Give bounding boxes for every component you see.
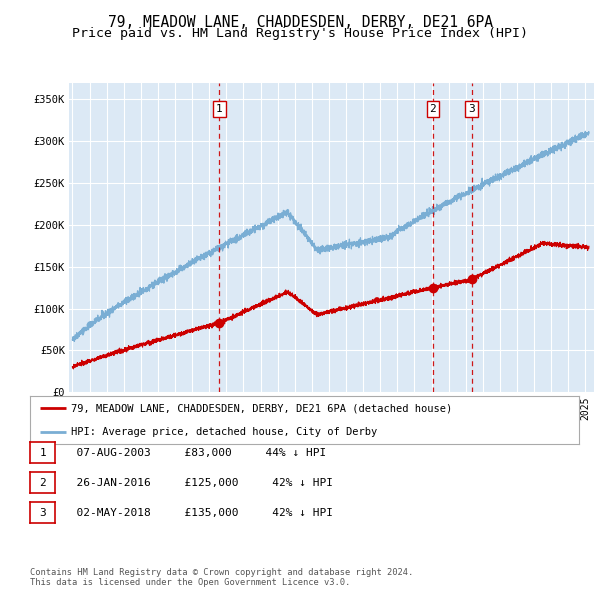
Text: 79, MEADOW LANE, CHADDESDEN, DERBY, DE21 6PA: 79, MEADOW LANE, CHADDESDEN, DERBY, DE21… xyxy=(107,15,493,30)
Text: 3: 3 xyxy=(468,104,475,114)
Text: Contains HM Land Registry data © Crown copyright and database right 2024.
This d: Contains HM Land Registry data © Crown c… xyxy=(30,568,413,587)
Text: 1: 1 xyxy=(39,448,46,457)
Text: 26-JAN-2016     £125,000     42% ↓ HPI: 26-JAN-2016 £125,000 42% ↓ HPI xyxy=(63,478,333,487)
Text: 2: 2 xyxy=(430,104,436,114)
Text: 1: 1 xyxy=(216,104,223,114)
Text: 02-MAY-2018     £135,000     42% ↓ HPI: 02-MAY-2018 £135,000 42% ↓ HPI xyxy=(63,508,333,517)
Text: 3: 3 xyxy=(39,508,46,517)
Text: Price paid vs. HM Land Registry's House Price Index (HPI): Price paid vs. HM Land Registry's House … xyxy=(72,27,528,40)
Text: 2: 2 xyxy=(39,478,46,487)
Text: HPI: Average price, detached house, City of Derby: HPI: Average price, detached house, City… xyxy=(71,427,377,437)
Text: 07-AUG-2003     £83,000     44% ↓ HPI: 07-AUG-2003 £83,000 44% ↓ HPI xyxy=(63,448,326,457)
Text: 79, MEADOW LANE, CHADDESDEN, DERBY, DE21 6PA (detached house): 79, MEADOW LANE, CHADDESDEN, DERBY, DE21… xyxy=(71,404,452,413)
